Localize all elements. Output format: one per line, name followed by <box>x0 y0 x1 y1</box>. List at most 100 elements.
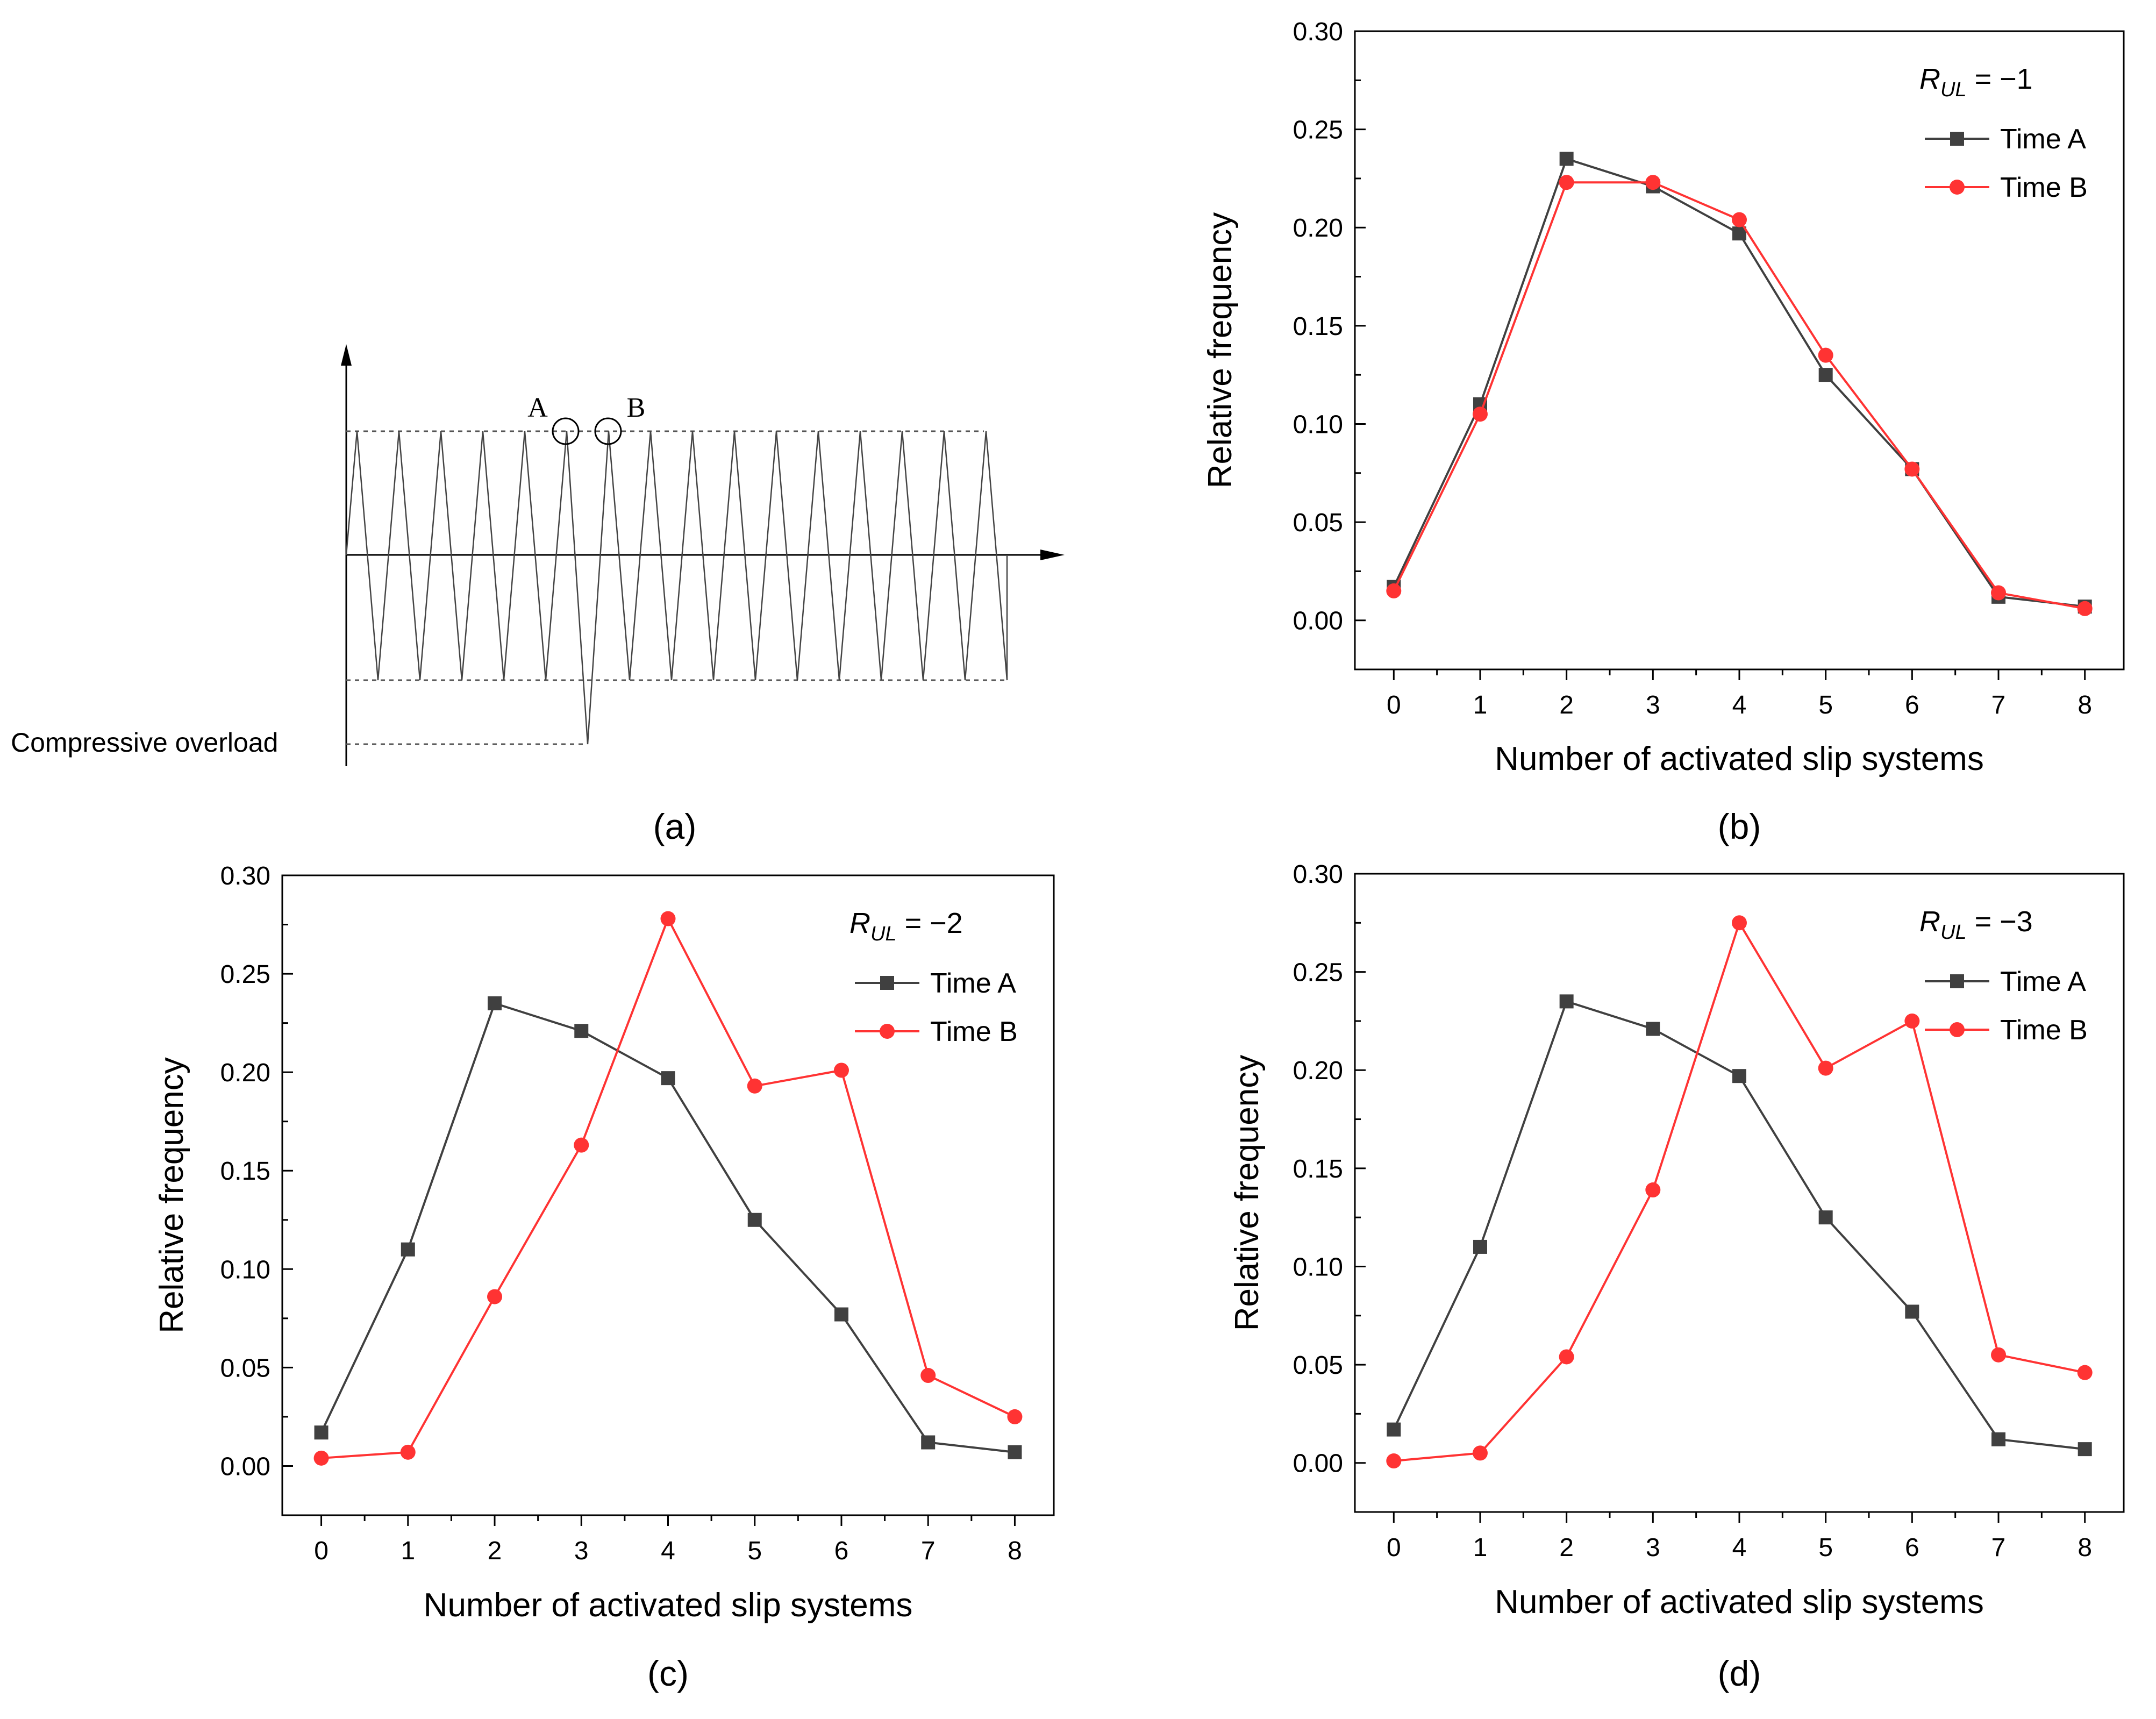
data-point-square <box>314 1425 329 1440</box>
panel-label: (b) <box>1718 807 1761 846</box>
y-tick-label: 0.25 <box>220 960 270 989</box>
annotation-subscript: UL <box>1940 79 1967 101</box>
x-tick-label: 4 <box>661 1537 675 1565</box>
y-axis-title: Relative frequency <box>1229 1055 1266 1331</box>
data-point-square <box>1818 368 1833 382</box>
y-tick-label: 0.15 <box>220 1157 270 1186</box>
y-tick-label: 0.20 <box>220 1059 270 1087</box>
x-tick-label: 8 <box>2078 1533 2092 1562</box>
data-point-circle <box>400 1444 416 1460</box>
data-point-square <box>834 1307 848 1322</box>
data-point-circle <box>1472 406 1488 422</box>
y-tick-label: 0.05 <box>1293 509 1343 537</box>
series-line-0 <box>320 1002 1015 1453</box>
x-tick-label: 2 <box>488 1537 502 1565</box>
x-tick-label: 2 <box>1559 1533 1574 1562</box>
y-tick-label: 0.10 <box>1293 1253 1343 1281</box>
loading-waveform <box>345 431 1008 745</box>
schematic-y-axis-arrow <box>341 344 352 366</box>
data-point-square <box>747 1212 762 1227</box>
data-point-square <box>2078 1442 2092 1457</box>
y-tick-label: 0.15 <box>1293 1155 1343 1183</box>
y-tick-label: 0.25 <box>1293 959 1343 987</box>
x-tick-label: 1 <box>1473 691 1488 719</box>
x-axis-title: Number of activated slip systems <box>424 1587 913 1624</box>
data-point-square <box>1732 1069 1746 1083</box>
data-point-circle <box>1732 212 1747 227</box>
y-tick-label: 0.25 <box>1293 116 1343 145</box>
series-line-1 <box>321 916 1016 1459</box>
data-point-circle <box>1559 175 1574 190</box>
series-line-1 <box>1393 181 2086 610</box>
x-tick-label: 1 <box>401 1537 415 1565</box>
point-b-label: B <box>627 393 646 423</box>
annotation-value: = −3 <box>1967 905 2033 938</box>
x-tick-label: 4 <box>1732 691 1747 719</box>
data-point-circle <box>1645 1182 1661 1198</box>
annotation-value: = −2 <box>897 907 963 939</box>
data-point-circle <box>1818 1060 1833 1076</box>
data-point-circle <box>1007 1409 1023 1424</box>
y-tick-label: 0.30 <box>1293 860 1343 889</box>
x-tick-label: 6 <box>834 1537 849 1565</box>
data-point-circle <box>920 1368 936 1383</box>
y-tick-label: 0.00 <box>1293 1450 1343 1478</box>
y-axis-title: Relative frequency <box>153 1057 190 1333</box>
data-point-square <box>1559 152 1574 166</box>
x-tick-label: 2 <box>1559 691 1574 719</box>
r-ul-annotation: RUL = −3 <box>1919 905 2033 944</box>
r-ul-annotation: RUL = −2 <box>849 907 963 945</box>
y-tick-label: 0.10 <box>220 1256 270 1284</box>
data-point-square <box>488 996 502 1010</box>
x-tick-label: 0 <box>1387 691 1401 719</box>
x-tick-label: 5 <box>1818 1533 1833 1562</box>
legend-label-0: Time A <box>930 968 1016 999</box>
legend-label-0: Time A <box>2000 966 2086 997</box>
legend-marker-circle <box>880 1024 895 1039</box>
series-line-1 <box>1394 920 2086 1463</box>
data-point-square <box>1387 1422 1401 1437</box>
data-point-circle <box>1732 915 1747 931</box>
panel-a-schematic: A B Compressive overload (a) <box>11 344 1065 846</box>
x-tick-label: 5 <box>747 1537 762 1565</box>
annotation-value: = −1 <box>1967 63 2033 95</box>
y-tick-label: 0.30 <box>1293 18 1343 46</box>
legend-label-0: Time A <box>2000 124 2086 155</box>
data-point-square <box>921 1435 936 1450</box>
data-point-circle <box>1991 585 2007 601</box>
x-tick-label: 8 <box>1008 1537 1022 1565</box>
legend-marker-square <box>880 976 894 990</box>
x-tick-label: 8 <box>2078 691 2092 719</box>
annotation-variable: R <box>849 907 870 939</box>
x-tick-label: 4 <box>1732 1533 1747 1562</box>
data-point-circle <box>1472 1445 1488 1461</box>
y-tick-label: 0.20 <box>1293 1057 1343 1085</box>
data-point-circle <box>1645 175 1661 190</box>
x-tick-label: 5 <box>1818 691 1833 719</box>
data-point-circle <box>1386 583 1402 598</box>
x-tick-label: 3 <box>1646 691 1660 719</box>
data-point-circle <box>1818 347 1833 363</box>
data-point-square <box>574 1024 589 1038</box>
x-tick-label: 6 <box>1905 691 1919 719</box>
legend-label-1: Time B <box>2000 172 2088 203</box>
legend-label-1: Time B <box>930 1016 1018 1047</box>
data-point-square <box>1905 1304 1919 1319</box>
annotation-subscript: UL <box>1940 921 1967 944</box>
data-point-circle <box>1559 1349 1574 1365</box>
x-axis-title: Number of activated slip systems <box>1495 740 1984 778</box>
legend-marker-circle <box>1950 180 1965 195</box>
y-tick-label: 0.05 <box>220 1354 270 1382</box>
point-a-circle <box>552 417 580 445</box>
x-tick-label: 6 <box>1905 1533 1919 1562</box>
data-point-square <box>1646 1022 1660 1036</box>
x-tick-label: 0 <box>1387 1533 1401 1562</box>
annotation-variable: R <box>1919 63 1940 95</box>
x-axis-title: Number of activated slip systems <box>1495 1584 1984 1621</box>
point-a-label: A <box>527 393 548 423</box>
chart-c: 0.00 0.05 0.10 0.15 0.20 0.25 0.30 0 1 2 3 4 5 6 7 8 Num… <box>153 862 1055 1693</box>
data-point-circle <box>660 911 676 926</box>
data-point-circle <box>1991 1347 2007 1363</box>
y-axis-title: Relative frequency <box>1202 212 1239 489</box>
